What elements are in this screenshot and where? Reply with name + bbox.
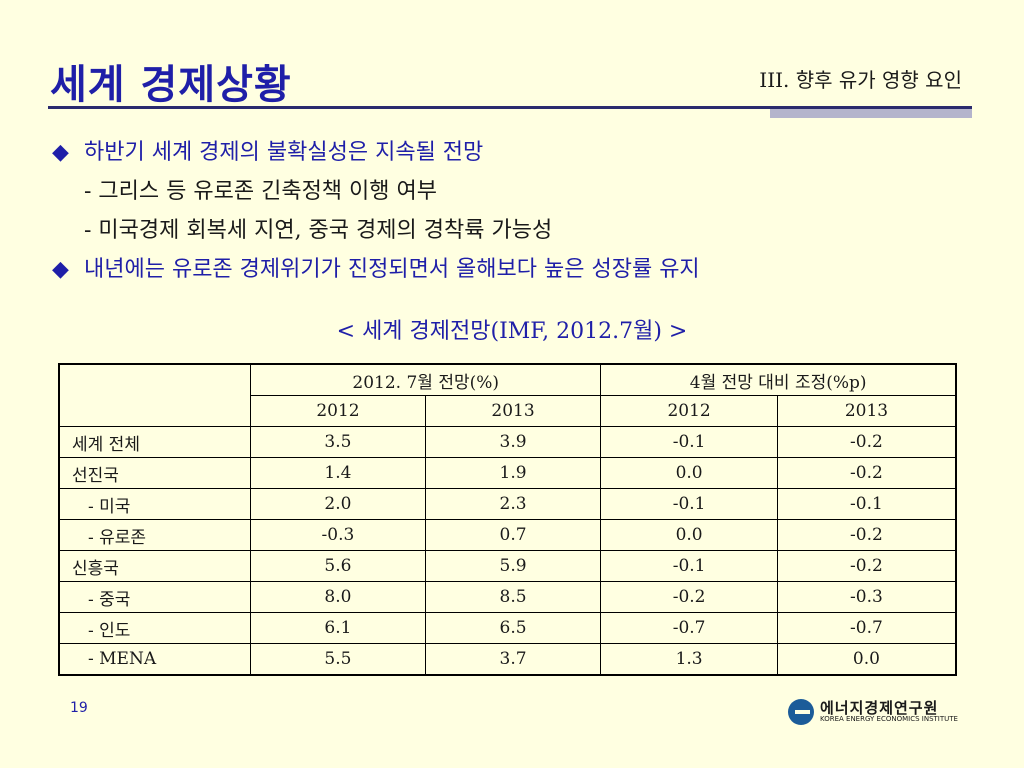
row-label: - MENA	[58, 643, 252, 676]
section-heading: III. 향후 유가 영향 요인	[759, 68, 962, 92]
cell: 8.5	[424, 581, 602, 613]
cell: 3.7	[424, 643, 602, 676]
cell: 1.9	[424, 457, 602, 489]
table-row: 선진국 1.4 1.9 0.0 -0.2	[58, 457, 957, 489]
bullet-1-sub-2: - 미국경제 회복세 지연, 중국 경제의 경착륙 가능성	[84, 218, 553, 243]
row-label: 세계 전체	[58, 426, 252, 458]
table-row: - MENA 5.5 3.7 1.3 0.0	[58, 643, 957, 676]
year-header: 2013	[424, 395, 602, 427]
cell: 5.5	[250, 643, 426, 676]
cell: 6.5	[424, 612, 602, 644]
row-label: 신흥국	[58, 550, 252, 582]
header-corner-cell	[58, 363, 252, 427]
cell: 0.0	[776, 643, 957, 676]
cell: 1.3	[600, 643, 778, 676]
table-caption: < 세계 경제전망(IMF, 2012.7월) >	[336, 319, 688, 344]
logo-emblem-icon	[788, 699, 814, 725]
table-header-row: 2012. 7월 전망(%) 4월 전망 대비 조정(%p)	[58, 363, 957, 427]
cell: -0.7	[776, 612, 957, 644]
logo-english-text: KOREA ENERGY ECONOMICS INSTITUTE	[820, 715, 958, 723]
cell: -0.1	[600, 550, 778, 582]
bullet-1-sub-1: - 그리스 등 유로존 긴축정책 이행 여부	[84, 179, 437, 204]
diamond-bullet-icon: ◆	[52, 140, 69, 165]
row-label: - 인도	[58, 612, 252, 644]
row-label: - 유로존	[58, 519, 252, 551]
bullet-list: ◆ 하반기 세계 경제의 불확실성은 지속될 전망 - 그리스 등 유로존 긴축정…	[52, 133, 992, 289]
bullet-2: ◆ 내년에는 유로존 경제위기가 진정되면서 올해보다 높은 성장률 유지	[52, 250, 992, 289]
cell: 3.5	[250, 426, 426, 458]
year-header: 2013	[776, 395, 957, 427]
cell: -0.3	[250, 519, 426, 551]
bullet-1: ◆ 하반기 세계 경제의 불확실성은 지속될 전망	[52, 133, 992, 172]
cell: 2.0	[250, 488, 426, 520]
page-number: 19	[70, 700, 88, 716]
economic-outlook-table: 2012. 7월 전망(%) 4월 전망 대비 조정(%p) 2012 2013…	[58, 363, 957, 676]
logo-korean-text: 에너지경제연구원	[820, 699, 939, 717]
cell: 8.0	[250, 581, 426, 613]
cell: 5.9	[424, 550, 602, 582]
table-row: - 중국 8.0 8.5 -0.2 -0.3	[58, 581, 957, 613]
cell: 5.6	[250, 550, 426, 582]
row-label: - 미국	[58, 488, 252, 520]
table-row: - 미국 2.0 2.3 -0.1 -0.1	[58, 488, 957, 520]
cell: 2.3	[424, 488, 602, 520]
header-group-forecast: 2012. 7월 전망(%)	[250, 363, 602, 396]
cell: 0.7	[424, 519, 602, 551]
header-group-revision: 4월 전망 대비 조정(%p)	[600, 363, 957, 396]
cell: -0.2	[776, 426, 957, 458]
cell: -0.1	[600, 426, 778, 458]
cell: 0.0	[600, 457, 778, 489]
slide-title: 세계 경제상황	[50, 62, 292, 108]
cell: -0.3	[776, 581, 957, 613]
cell: -0.2	[776, 457, 957, 489]
cell: 0.0	[600, 519, 778, 551]
year-header: 2012	[600, 395, 778, 427]
cell: -0.1	[776, 488, 957, 520]
table-row: 세계 전체 3.5 3.9 -0.1 -0.2	[58, 426, 957, 458]
table-row: - 유로존 -0.3 0.7 0.0 -0.2	[58, 519, 957, 551]
cell: -0.1	[600, 488, 778, 520]
diamond-bullet-icon: ◆	[52, 257, 69, 282]
table-row: 신흥국 5.6 5.9 -0.1 -0.2	[58, 550, 957, 582]
bullet-2-text: 내년에는 유로존 경제위기가 진정되면서 올해보다 높은 성장률 유지	[84, 257, 700, 282]
cell: 3.9	[424, 426, 602, 458]
row-label: 선진국	[58, 457, 252, 489]
table-row: - 인도 6.1 6.5 -0.7 -0.7	[58, 612, 957, 644]
row-label: - 중국	[58, 581, 252, 613]
cell: -0.2	[600, 581, 778, 613]
header-rule	[48, 106, 972, 109]
cell: -0.7	[600, 612, 778, 644]
institute-logo: 에너지경제연구원 KOREA ENERGY ECONOMICS INSTITUT…	[788, 697, 978, 727]
cell: -0.2	[776, 550, 957, 582]
bullet-1-text: 하반기 세계 경제의 불확실성은 지속될 전망	[84, 140, 484, 165]
year-header: 2012	[250, 395, 426, 427]
cell: -0.2	[776, 519, 957, 551]
cell: 6.1	[250, 612, 426, 644]
table-year-row: 2012 2013 2012 2013	[59, 395, 957, 427]
header-accent-block	[770, 106, 972, 118]
cell: 1.4	[250, 457, 426, 489]
